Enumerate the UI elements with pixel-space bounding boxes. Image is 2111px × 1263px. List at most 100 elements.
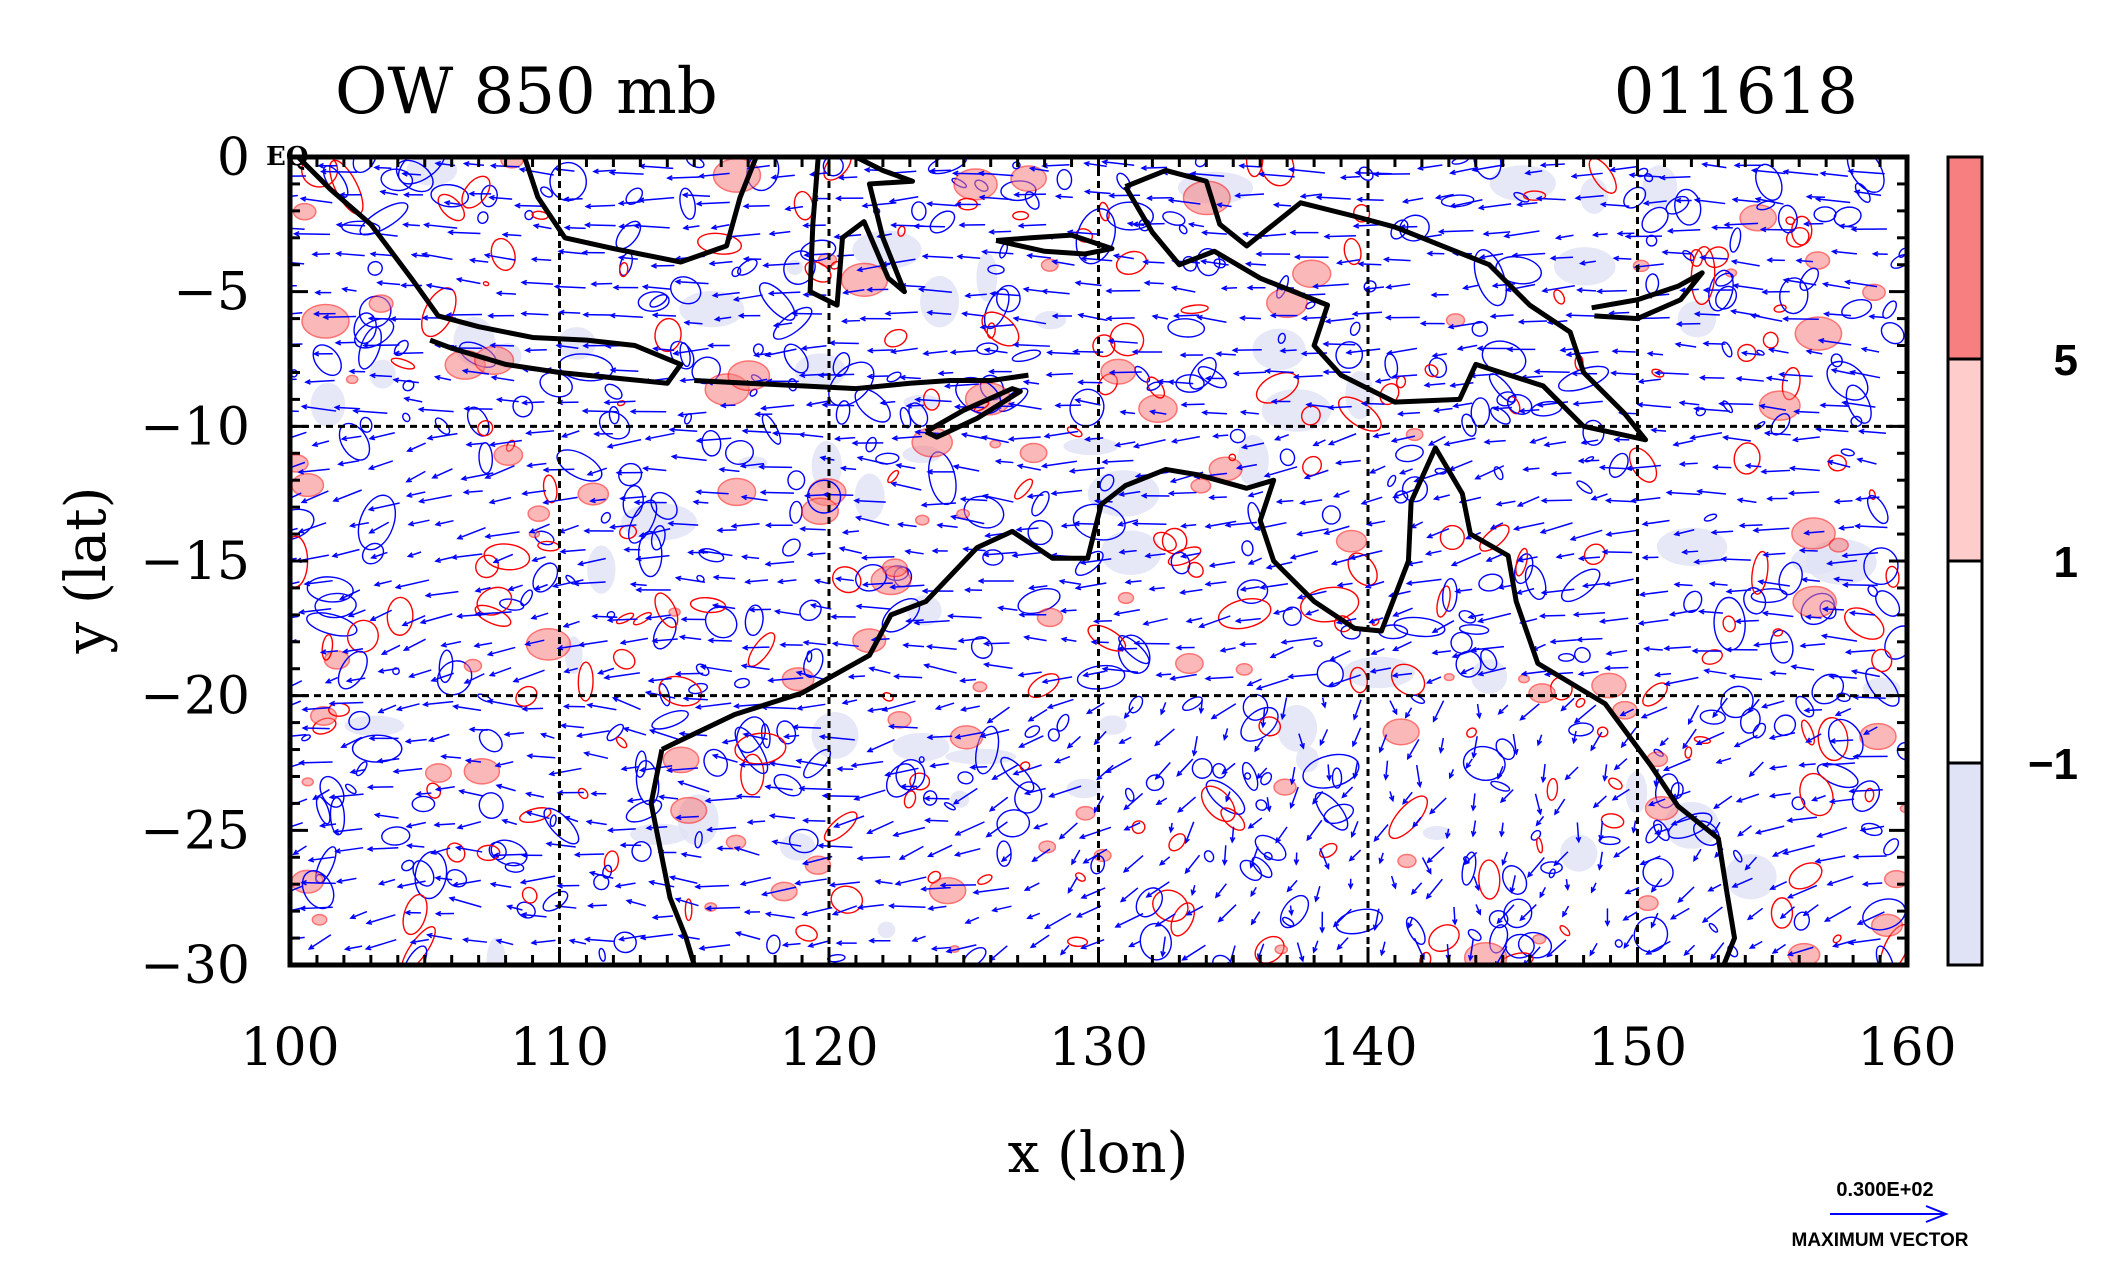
wind-vector bbox=[458, 788, 484, 797]
wind-vector-shaft bbox=[1591, 493, 1608, 501]
wind-vector bbox=[1478, 252, 1504, 260]
wind-vector-head bbox=[1040, 462, 1048, 469]
wind-vector-head bbox=[954, 830, 961, 836]
wind-vector-head bbox=[395, 705, 403, 712]
wind-vector bbox=[1693, 197, 1726, 205]
wind-vector-shaft bbox=[970, 766, 988, 769]
wind-vector-shaft bbox=[326, 676, 338, 684]
wind-vector-shaft bbox=[869, 667, 891, 674]
wind-vector bbox=[1396, 410, 1420, 417]
wind-vector bbox=[1154, 913, 1176, 927]
wind-vector bbox=[577, 557, 606, 567]
wind-vector bbox=[861, 581, 893, 588]
wind-vector bbox=[1576, 287, 1597, 293]
wind-vector-head bbox=[1564, 774, 1571, 781]
wind-vector-shaft bbox=[1120, 887, 1139, 903]
wind-vector-shaft bbox=[470, 728, 488, 731]
wind-vector-head bbox=[887, 723, 895, 730]
wind-vector-shaft bbox=[1783, 844, 1815, 855]
ow-negative-shading bbox=[786, 259, 803, 276]
wind-vector-head bbox=[977, 578, 985, 584]
wind-vector bbox=[347, 609, 366, 618]
wind-vector-shaft bbox=[1788, 884, 1818, 899]
wind-vector-head bbox=[1449, 382, 1456, 389]
wind-vector-shaft bbox=[1075, 399, 1101, 406]
wind-vector-shaft bbox=[293, 845, 307, 855]
wind-vector-shaft bbox=[862, 556, 895, 559]
wind-vector-shaft bbox=[290, 410, 299, 413]
ow-negative-contour bbox=[1128, 695, 1144, 714]
ow-negative-contour bbox=[1056, 713, 1070, 732]
wind-vector bbox=[1066, 735, 1081, 749]
wind-vector-shaft bbox=[1710, 582, 1728, 586]
wind-vector-shaft bbox=[565, 226, 586, 230]
wind-vector bbox=[1133, 640, 1170, 647]
ow-negative-contour bbox=[1845, 384, 1872, 424]
wind-vector bbox=[1762, 551, 1786, 558]
ow-positive-contour bbox=[1292, 259, 1332, 289]
wind-vector-shaft bbox=[1613, 350, 1636, 353]
ow-positive-contour bbox=[689, 597, 727, 614]
wind-vector bbox=[741, 644, 770, 651]
wind-vector-head bbox=[1031, 856, 1038, 863]
wind-vector bbox=[1863, 726, 1878, 735]
ow-positive-contour bbox=[986, 322, 996, 339]
ow-negative-contour bbox=[1779, 277, 1809, 315]
wind-vector bbox=[1612, 255, 1632, 262]
wind-vector bbox=[473, 642, 493, 649]
wind-vector bbox=[667, 520, 699, 527]
wind-vector-shaft bbox=[427, 284, 454, 291]
wind-vector-shaft bbox=[1389, 700, 1398, 715]
wind-vector-head bbox=[1622, 915, 1629, 921]
wind-vector bbox=[1155, 797, 1168, 806]
wind-vector-head bbox=[606, 827, 614, 834]
wind-vector-head bbox=[396, 883, 404, 889]
wind-vector-head bbox=[276, 174, 281, 178]
wind-vector bbox=[899, 783, 917, 790]
wind-vector-shaft bbox=[1832, 250, 1858, 255]
wind-vector bbox=[1460, 666, 1475, 675]
wind-vector-shaft bbox=[555, 285, 586, 289]
wind-vector-shaft bbox=[1200, 699, 1203, 713]
wind-vector-shaft bbox=[1014, 343, 1050, 347]
wind-vector-head bbox=[1142, 259, 1149, 265]
wind-vector-shaft bbox=[1751, 314, 1783, 322]
wind-vector-head bbox=[1661, 249, 1669, 256]
wind-vector bbox=[668, 875, 698, 884]
wind-vector-shaft bbox=[1557, 553, 1575, 558]
wind-vector bbox=[1280, 637, 1318, 645]
wind-vector-head bbox=[368, 434, 376, 441]
wind-vector bbox=[1850, 226, 1887, 233]
wind-vector-head bbox=[1133, 640, 1140, 647]
wind-vector bbox=[1605, 529, 1639, 537]
wind-vector-shaft bbox=[1804, 530, 1825, 534]
wind-vector bbox=[1050, 489, 1083, 497]
wind-vector bbox=[1140, 165, 1168, 171]
wind-vector bbox=[593, 431, 613, 437]
wind-vector-head bbox=[1118, 491, 1125, 497]
ow-negative-contour bbox=[1027, 519, 1053, 546]
wind-vector bbox=[1108, 192, 1140, 199]
wind-vector-shaft bbox=[1497, 766, 1504, 779]
wind-vector-head bbox=[904, 548, 911, 555]
wind-vector bbox=[1605, 649, 1628, 656]
wind-vector bbox=[1471, 164, 1505, 173]
wind-vector bbox=[795, 758, 828, 767]
wind-vector-head bbox=[617, 935, 625, 942]
wind-vector-head bbox=[842, 289, 849, 296]
wind-vector-head bbox=[1027, 716, 1035, 722]
wind-vector-shaft bbox=[1352, 727, 1362, 747]
wind-vector-head bbox=[1373, 835, 1380, 843]
wind-vector-head bbox=[460, 475, 468, 481]
wind-vector-head bbox=[1463, 859, 1470, 866]
wind-vector-head bbox=[278, 807, 283, 811]
wind-vector bbox=[629, 581, 647, 588]
wind-vector bbox=[1181, 944, 1206, 961]
wind-vector-shaft bbox=[583, 410, 618, 413]
wind-vector bbox=[1495, 500, 1516, 507]
wind-vector-head bbox=[1752, 641, 1760, 648]
wind-vector-head bbox=[520, 310, 527, 317]
wind-vector bbox=[1511, 252, 1546, 259]
wind-vector bbox=[1293, 852, 1300, 866]
wind-vector-head bbox=[1287, 166, 1295, 173]
